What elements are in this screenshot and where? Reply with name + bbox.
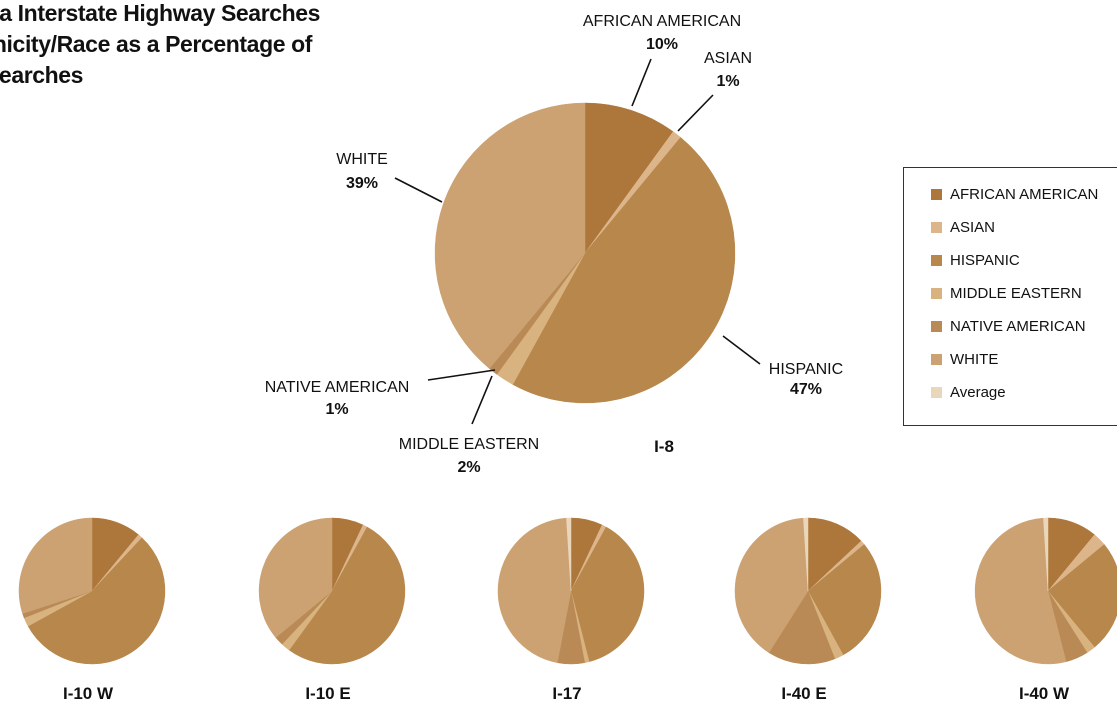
legend: AFRICAN AMERICAN ASIAN HISPANIC MIDDLE EAST…: [903, 167, 1117, 426]
title-line-2: thnicity/Race as a Percentage of: [0, 31, 313, 57]
pie-i-10-w: I-10 W: [18, 517, 166, 703]
leader-line-asian: [677, 94, 714, 132]
slice-i-40-e-native-american: [768, 590, 836, 665]
leader-line-native-american: [427, 369, 496, 381]
data-label-value-hispanic: 47%: [790, 381, 822, 398]
leader-line-hispanic: [722, 335, 761, 365]
data-label-name-native-american: NATIVE AMERICAN: [265, 379, 410, 396]
slice-i-40-e-african-american: [807, 517, 862, 592]
slice-i-17-average: [566, 517, 572, 592]
title-line-1: ona Interstate Highway Searches: [0, 0, 321, 26]
data-label-name-hispanic: HISPANIC: [769, 361, 843, 378]
data-label-name-white: WHITE: [336, 151, 388, 168]
slice-i-40-w-average: [1043, 517, 1049, 592]
chart-name-i-10-w: I-10 W: [63, 684, 114, 703]
legend-label-middle-eastern: MIDDLE EASTERN: [950, 284, 1082, 302]
pie-i-40-e: I-40 E: [734, 517, 882, 703]
legend-item-hispanic: HISPANIC: [931, 250, 1020, 270]
pie-i-40-w: I-40 W: [974, 517, 1117, 703]
chart-name-i-8: I-8: [654, 437, 674, 456]
chart-name-i-40-e: I-40 E: [781, 684, 826, 703]
slice-i-8-white: [434, 102, 586, 369]
slice-i-10-w-white: [18, 517, 93, 614]
legend-swatch-average: [931, 386, 942, 398]
legend-label-african-american: AFRICAN AMERICAN: [950, 185, 1099, 203]
slice-i-40-e-hispanic: [807, 544, 882, 656]
leader-line-middle-eastern: [471, 375, 493, 425]
slice-i-8-hispanic: [512, 137, 736, 404]
title-line-3: l Searches: [0, 62, 84, 88]
legend-item-native-american: NATIVE AMERICAN: [931, 316, 1086, 336]
legend-item-average: Average: [931, 382, 1006, 402]
slice-i-8-african-american: [584, 102, 674, 254]
legend-swatch-hispanic: [931, 254, 942, 266]
legend-swatch-african-american: [931, 188, 942, 200]
chart-name-i-40-w: I-40 W: [1019, 684, 1070, 703]
slice-i-10-e-hispanic: [288, 526, 406, 665]
slice-i-40-w-hispanic: [1047, 544, 1117, 648]
legend-label-white: WHITE: [950, 350, 999, 368]
legend-item-middle-eastern: MIDDLE EASTERN: [931, 283, 1082, 303]
slice-i-17-white: [497, 517, 572, 664]
data-label-value-native-american: 1%: [325, 401, 348, 418]
pie-i-10-e: I-10 E: [258, 517, 406, 703]
data-label-value-african-american: 10%: [646, 36, 678, 53]
legend-item-asian: ASIAN: [931, 217, 995, 237]
slice-i-40-e-white: [734, 517, 809, 653]
legend-swatch-white: [931, 353, 942, 365]
data-label-value-white: 39%: [346, 175, 378, 192]
pie-i-8: I-8 AFRICAN AMERICAN 10% ASIAN 1% HISPANIC 47%…: [265, 13, 844, 476]
legend-swatch-native-american: [931, 320, 942, 332]
chart-name-i-10-e: I-10 E: [305, 684, 350, 703]
slice-i-10-w-hispanic: [27, 537, 166, 665]
slice-i-17-hispanic: [570, 526, 645, 663]
legend-item-white: WHITE: [931, 349, 998, 369]
slice-i-40-e-average: [803, 517, 809, 592]
legend-swatch-middle-eastern: [931, 287, 942, 299]
data-label-value-asian: 1%: [716, 73, 739, 90]
chart-title: ona Interstate Highway Searches thnicity…: [0, 0, 392, 91]
data-label-name-african-american: AFRICAN AMERICAN: [583, 13, 741, 30]
legend-label-native-american: NATIVE AMERICAN: [950, 317, 1086, 335]
leader-line-white: [394, 177, 443, 203]
data-label-name-asian: ASIAN: [704, 50, 752, 67]
slice-i-10-e-white: [258, 517, 333, 638]
pie-i-17: I-17: [497, 517, 645, 703]
leader-line-african-american: [631, 58, 652, 107]
legend-swatch-asian: [931, 221, 942, 233]
chart-name-i-17: I-17: [552, 684, 581, 703]
slice-i-40-w-white: [974, 517, 1067, 665]
data-label-value-middle-eastern: 2%: [457, 459, 480, 476]
legend-label-average: Average: [950, 383, 1006, 401]
data-label-name-middle-eastern: MIDDLE EASTERN: [399, 436, 539, 453]
legend-item-african-american: AFRICAN AMERICAN: [931, 184, 1098, 204]
legend-label-hispanic: HISPANIC: [950, 251, 1020, 269]
legend-label-asian: ASIAN: [950, 218, 996, 236]
